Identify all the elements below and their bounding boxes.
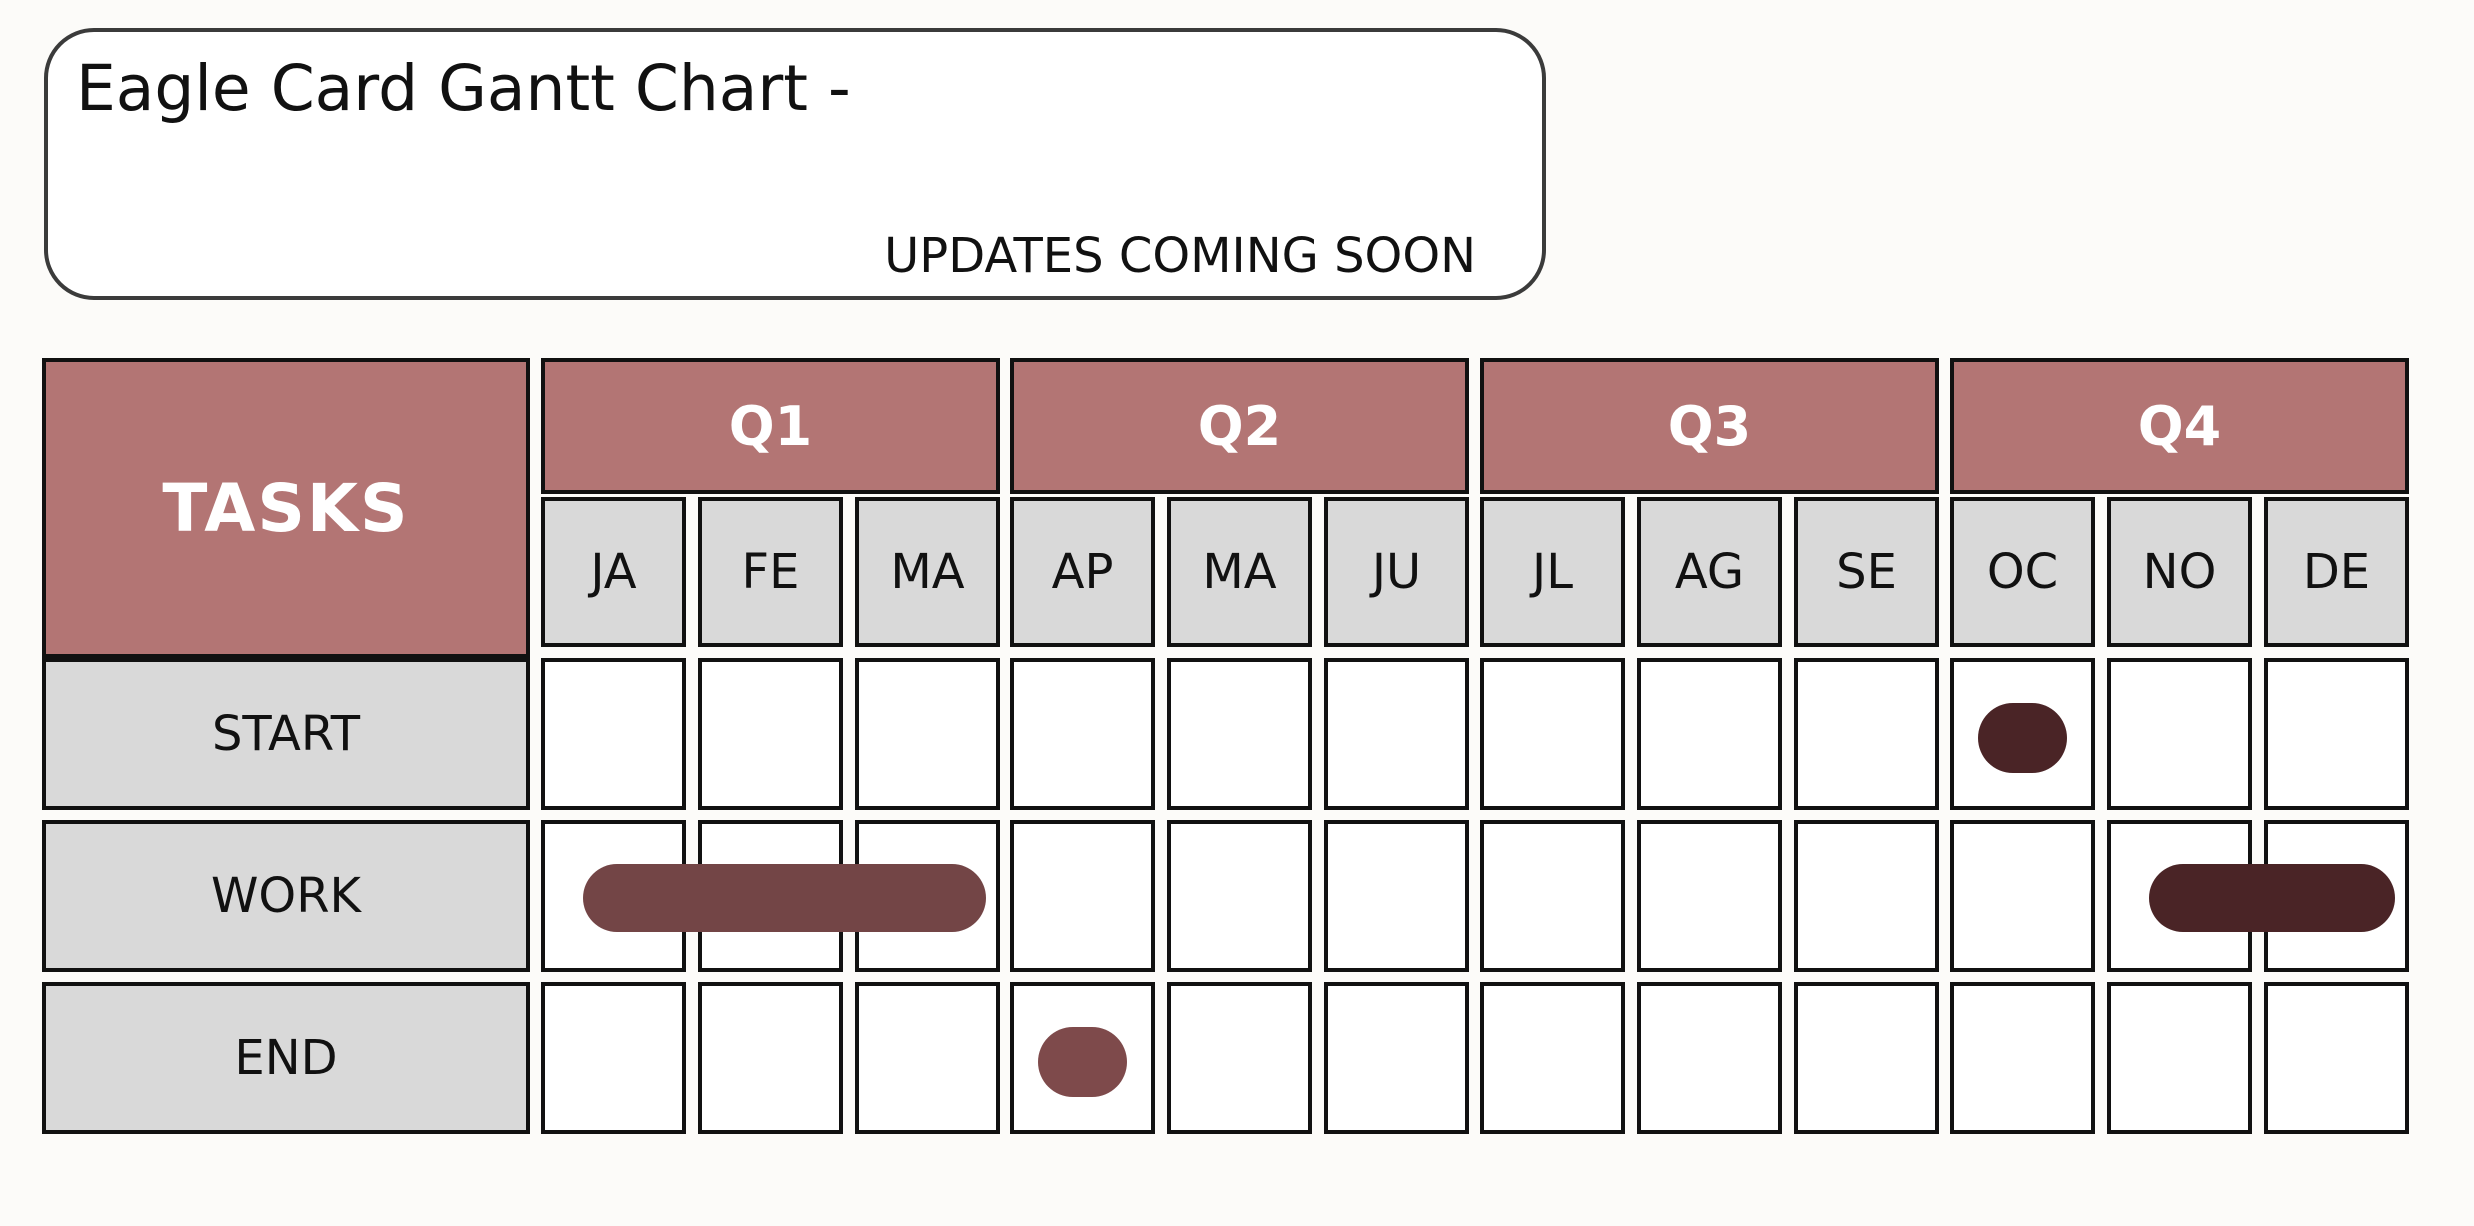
grid-cell-end-5: [1167, 982, 1312, 1134]
grid-cell-end-1: [541, 982, 686, 1134]
grid-cell-start-1: [541, 658, 686, 810]
quarter-header-q1-label: Q1: [728, 394, 813, 458]
grid-cell-work-5: [1167, 820, 1312, 972]
grid-cell-start-6: [1324, 658, 1469, 810]
quarter-header-q2: Q2: [1010, 358, 1469, 494]
task-row-work: WORK: [42, 820, 530, 972]
grid-cell-end-3: [855, 982, 1000, 1134]
month-header-7-label: JL: [1532, 544, 1573, 600]
gantt-bar-work-2: [2149, 864, 2395, 932]
month-header-2-label: FE: [741, 544, 800, 600]
title-card: Eagle Card Gantt Chart - UPDATES COMING …: [44, 28, 1546, 300]
grid-cell-end-10: [1950, 982, 2095, 1134]
grid-cell-end-7: [1480, 982, 1625, 1134]
quarter-header-q1: Q1: [541, 358, 1000, 494]
month-header-2: FE: [698, 497, 843, 647]
month-header-11: NO: [2107, 497, 2252, 647]
month-header-5-label: MA: [1202, 544, 1277, 600]
grid-cell-start-2: [698, 658, 843, 810]
gantt-bar-end-1: [1038, 1027, 1127, 1097]
quarter-header-q2-label: Q2: [1197, 394, 1282, 458]
month-header-12: DE: [2264, 497, 2409, 647]
grid-cell-end-11: [2107, 982, 2252, 1134]
grid-cell-end-6: [1324, 982, 1469, 1134]
month-header-3: MA: [855, 497, 1000, 647]
gantt-bar-start-1: [1978, 703, 2067, 773]
grid-cell-start-3: [855, 658, 1000, 810]
month-header-3-label: MA: [890, 544, 965, 600]
month-header-6-label: JU: [1371, 544, 1422, 600]
month-header-9-label: SE: [1836, 544, 1897, 600]
quarter-header-q4-label: Q4: [2137, 394, 2222, 458]
grid-cell-work-6: [1324, 820, 1469, 972]
month-header-8: AG: [1637, 497, 1782, 647]
month-header-6: JU: [1324, 497, 1469, 647]
task-row-end-label: END: [234, 1030, 338, 1086]
month-header-5: MA: [1167, 497, 1312, 647]
task-row-start-label: START: [211, 706, 361, 762]
grid-cell-start-5: [1167, 658, 1312, 810]
grid-cell-start-11: [2107, 658, 2252, 810]
task-row-work-label: WORK: [210, 868, 362, 924]
month-header-10-label: OC: [1986, 544, 2059, 600]
grid-cell-end-9: [1794, 982, 1939, 1134]
grid-cell-start-9: [1794, 658, 1939, 810]
grid-cell-start-12: [2264, 658, 2409, 810]
grid-cell-start-4: [1010, 658, 1155, 810]
tasks-header: TASKS: [42, 358, 530, 658]
grid-cell-work-9: [1794, 820, 1939, 972]
grid-cell-work-7: [1480, 820, 1625, 972]
month-header-1-label: JA: [590, 544, 637, 600]
task-row-end: END: [42, 982, 530, 1134]
page-subtitle: UPDATES COMING SOON: [884, 228, 1476, 284]
grid-cell-end-8: [1637, 982, 1782, 1134]
month-header-8-label: AG: [1674, 544, 1745, 600]
grid-cell-end-2: [698, 982, 843, 1134]
month-header-11-label: NO: [2142, 544, 2217, 600]
gantt-bar-work-1: [583, 864, 986, 932]
month-header-4: AP: [1010, 497, 1155, 647]
quarter-header-q4: Q4: [1950, 358, 2409, 494]
month-header-9: SE: [1794, 497, 1939, 647]
page-title: Eagle Card Gantt Chart -: [76, 52, 851, 125]
grid-cell-work-8: [1637, 820, 1782, 972]
task-row-start: START: [42, 658, 530, 810]
grid-cell-work-4: [1010, 820, 1155, 972]
month-header-7: JL: [1480, 497, 1625, 647]
month-header-4-label: AP: [1051, 544, 1114, 600]
quarter-header-q3-label: Q3: [1667, 394, 1752, 458]
month-header-1: JA: [541, 497, 686, 647]
grid-cell-end-12: [2264, 982, 2409, 1134]
quarter-header-q3: Q3: [1480, 358, 1939, 494]
grid-cell-start-7: [1480, 658, 1625, 810]
month-header-12-label: DE: [2302, 544, 2371, 600]
tasks-header-label: TASKS: [162, 469, 410, 547]
grid-cell-work-10: [1950, 820, 2095, 972]
month-header-10: OC: [1950, 497, 2095, 647]
grid-cell-start-8: [1637, 658, 1782, 810]
